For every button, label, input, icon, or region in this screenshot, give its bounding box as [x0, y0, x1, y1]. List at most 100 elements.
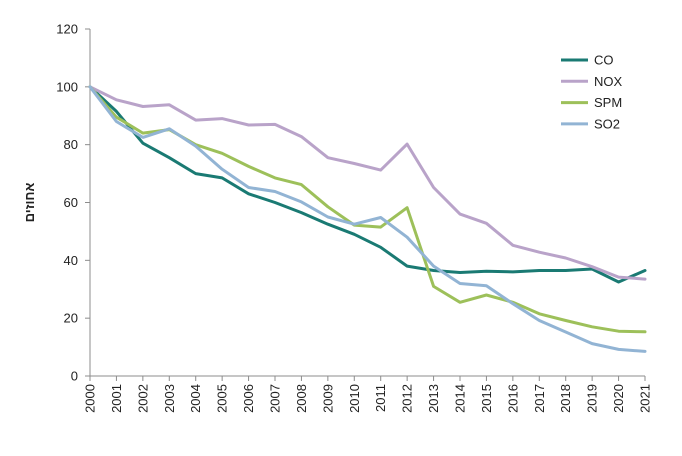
- data-point-nox-2014: [458, 212, 462, 216]
- data-point-spm-2011: [379, 225, 383, 229]
- x-tick-label: 2020: [611, 384, 626, 413]
- data-point-so2-2003: [167, 127, 171, 131]
- data-point-so2-2020: [617, 347, 621, 351]
- y-tick-label: 120: [56, 22, 78, 37]
- data-point-nox-2017: [537, 250, 541, 254]
- legend-label-spm: SPM: [594, 95, 622, 110]
- data-point-so2-2017: [537, 318, 541, 322]
- data-point-so2-2012: [405, 235, 409, 239]
- x-tick-label: 2008: [294, 384, 309, 413]
- data-point-spm-2019: [590, 325, 594, 329]
- series-line-co: [88, 85, 647, 284]
- data-point-so2-2011: [379, 216, 383, 220]
- data-point-co-2006: [247, 192, 251, 196]
- y-axis-title: אחוזים: [22, 183, 37, 223]
- x-tick-label: 2018: [558, 384, 573, 413]
- data-point-co-2003: [167, 156, 171, 160]
- y-tick-label: 60: [64, 195, 78, 210]
- data-point-so2-2010: [352, 222, 356, 226]
- x-tick-label: 2001: [109, 384, 124, 413]
- data-point-co-2013: [432, 268, 436, 272]
- data-point-co-2010: [352, 232, 356, 236]
- x-tick-label: 2011: [373, 384, 388, 412]
- data-point-co-2014: [458, 270, 462, 274]
- data-point-nox-2019: [590, 265, 594, 269]
- data-point-co-2008: [299, 211, 303, 215]
- x-tick-label: 2021: [638, 384, 653, 413]
- data-point-co-2002: [141, 141, 145, 145]
- data-point-spm-2012: [405, 206, 409, 210]
- x-tick-label: 2003: [162, 384, 177, 413]
- data-point-spm-2002: [141, 131, 145, 135]
- x-tick-label: 2010: [347, 384, 362, 413]
- data-point-nox-2008: [299, 135, 303, 139]
- data-point-spm-2006: [247, 164, 251, 168]
- x-tick-label: 2012: [400, 384, 415, 413]
- x-tick-label: 2017: [532, 384, 547, 413]
- data-point-nox-2013: [432, 185, 436, 189]
- data-point-co-2007: [273, 201, 277, 205]
- data-point-nox-2010: [352, 161, 356, 165]
- data-point-spm-2020: [617, 329, 621, 333]
- data-point-spm-2014: [458, 300, 462, 304]
- series-line-nox: [88, 85, 647, 281]
- legend-label-so2: SO2: [594, 116, 620, 131]
- data-point-so2-2018: [564, 330, 568, 334]
- data-point-so2-2009: [326, 215, 330, 219]
- data-point-co-2020: [617, 280, 621, 284]
- x-tick-label: 2005: [215, 384, 230, 413]
- x-tick-label: 2006: [241, 384, 256, 413]
- data-point-so2-2008: [299, 200, 303, 204]
- data-point-nox-2007: [273, 122, 277, 126]
- data-point-spm-2017: [537, 312, 541, 316]
- data-point-so2-2007: [273, 190, 277, 194]
- data-point-so2-2014: [458, 281, 462, 285]
- x-tick-label: 2007: [268, 384, 283, 413]
- data-point-nox-2020: [617, 275, 621, 279]
- legend-label-nox: NOX: [594, 74, 623, 89]
- data-point-co-2016: [511, 270, 515, 274]
- data-point-spm-2008: [299, 183, 303, 187]
- data-point-co-2009: [326, 222, 330, 226]
- x-tick-label: 2015: [479, 384, 494, 413]
- data-point-spm-2009: [326, 205, 330, 209]
- data-point-so2-2015: [484, 284, 488, 288]
- data-point-co-2005: [220, 176, 224, 180]
- x-tick-label: 2000: [83, 384, 98, 413]
- y-tick-label: 80: [64, 137, 78, 152]
- data-point-so2-2016: [511, 302, 515, 306]
- data-point-spm-2013: [432, 284, 436, 288]
- data-point-nox-2012: [405, 142, 409, 146]
- data-point-so2-2006: [247, 185, 251, 189]
- data-point-nox-2003: [167, 103, 171, 107]
- data-point-co-2018: [564, 268, 568, 272]
- data-point-so2-2021: [643, 349, 647, 353]
- data-point-nox-2016: [511, 243, 515, 247]
- data-point-nox-2018: [564, 256, 568, 260]
- data-point-so2-2001: [114, 120, 118, 124]
- x-tick-label: 2004: [188, 384, 203, 413]
- data-point-spm-2018: [564, 318, 568, 322]
- data-point-co-2004: [194, 172, 198, 176]
- data-point-spm-2005: [220, 151, 224, 155]
- data-point-so2-2013: [432, 264, 436, 268]
- y-tick-label: 100: [56, 79, 78, 94]
- y-tick-label: 40: [64, 253, 78, 268]
- data-point-so2-2005: [220, 167, 224, 171]
- data-point-so2-2000: [88, 85, 92, 89]
- data-point-nox-2015: [484, 221, 488, 225]
- x-tick-label: 2014: [453, 384, 468, 413]
- legend-label-co: CO: [594, 53, 614, 68]
- data-point-spm-2015: [484, 293, 488, 297]
- x-tick-label: 2002: [135, 384, 150, 413]
- data-point-nox-2005: [220, 117, 224, 121]
- data-point-nox-2021: [643, 277, 647, 281]
- data-point-so2-2019: [590, 342, 594, 346]
- series-line-so2: [88, 85, 647, 353]
- data-point-nox-2006: [247, 123, 251, 127]
- data-point-spm-2021: [643, 330, 647, 334]
- x-tick-label: 2009: [320, 384, 335, 413]
- data-point-co-2012: [405, 264, 409, 268]
